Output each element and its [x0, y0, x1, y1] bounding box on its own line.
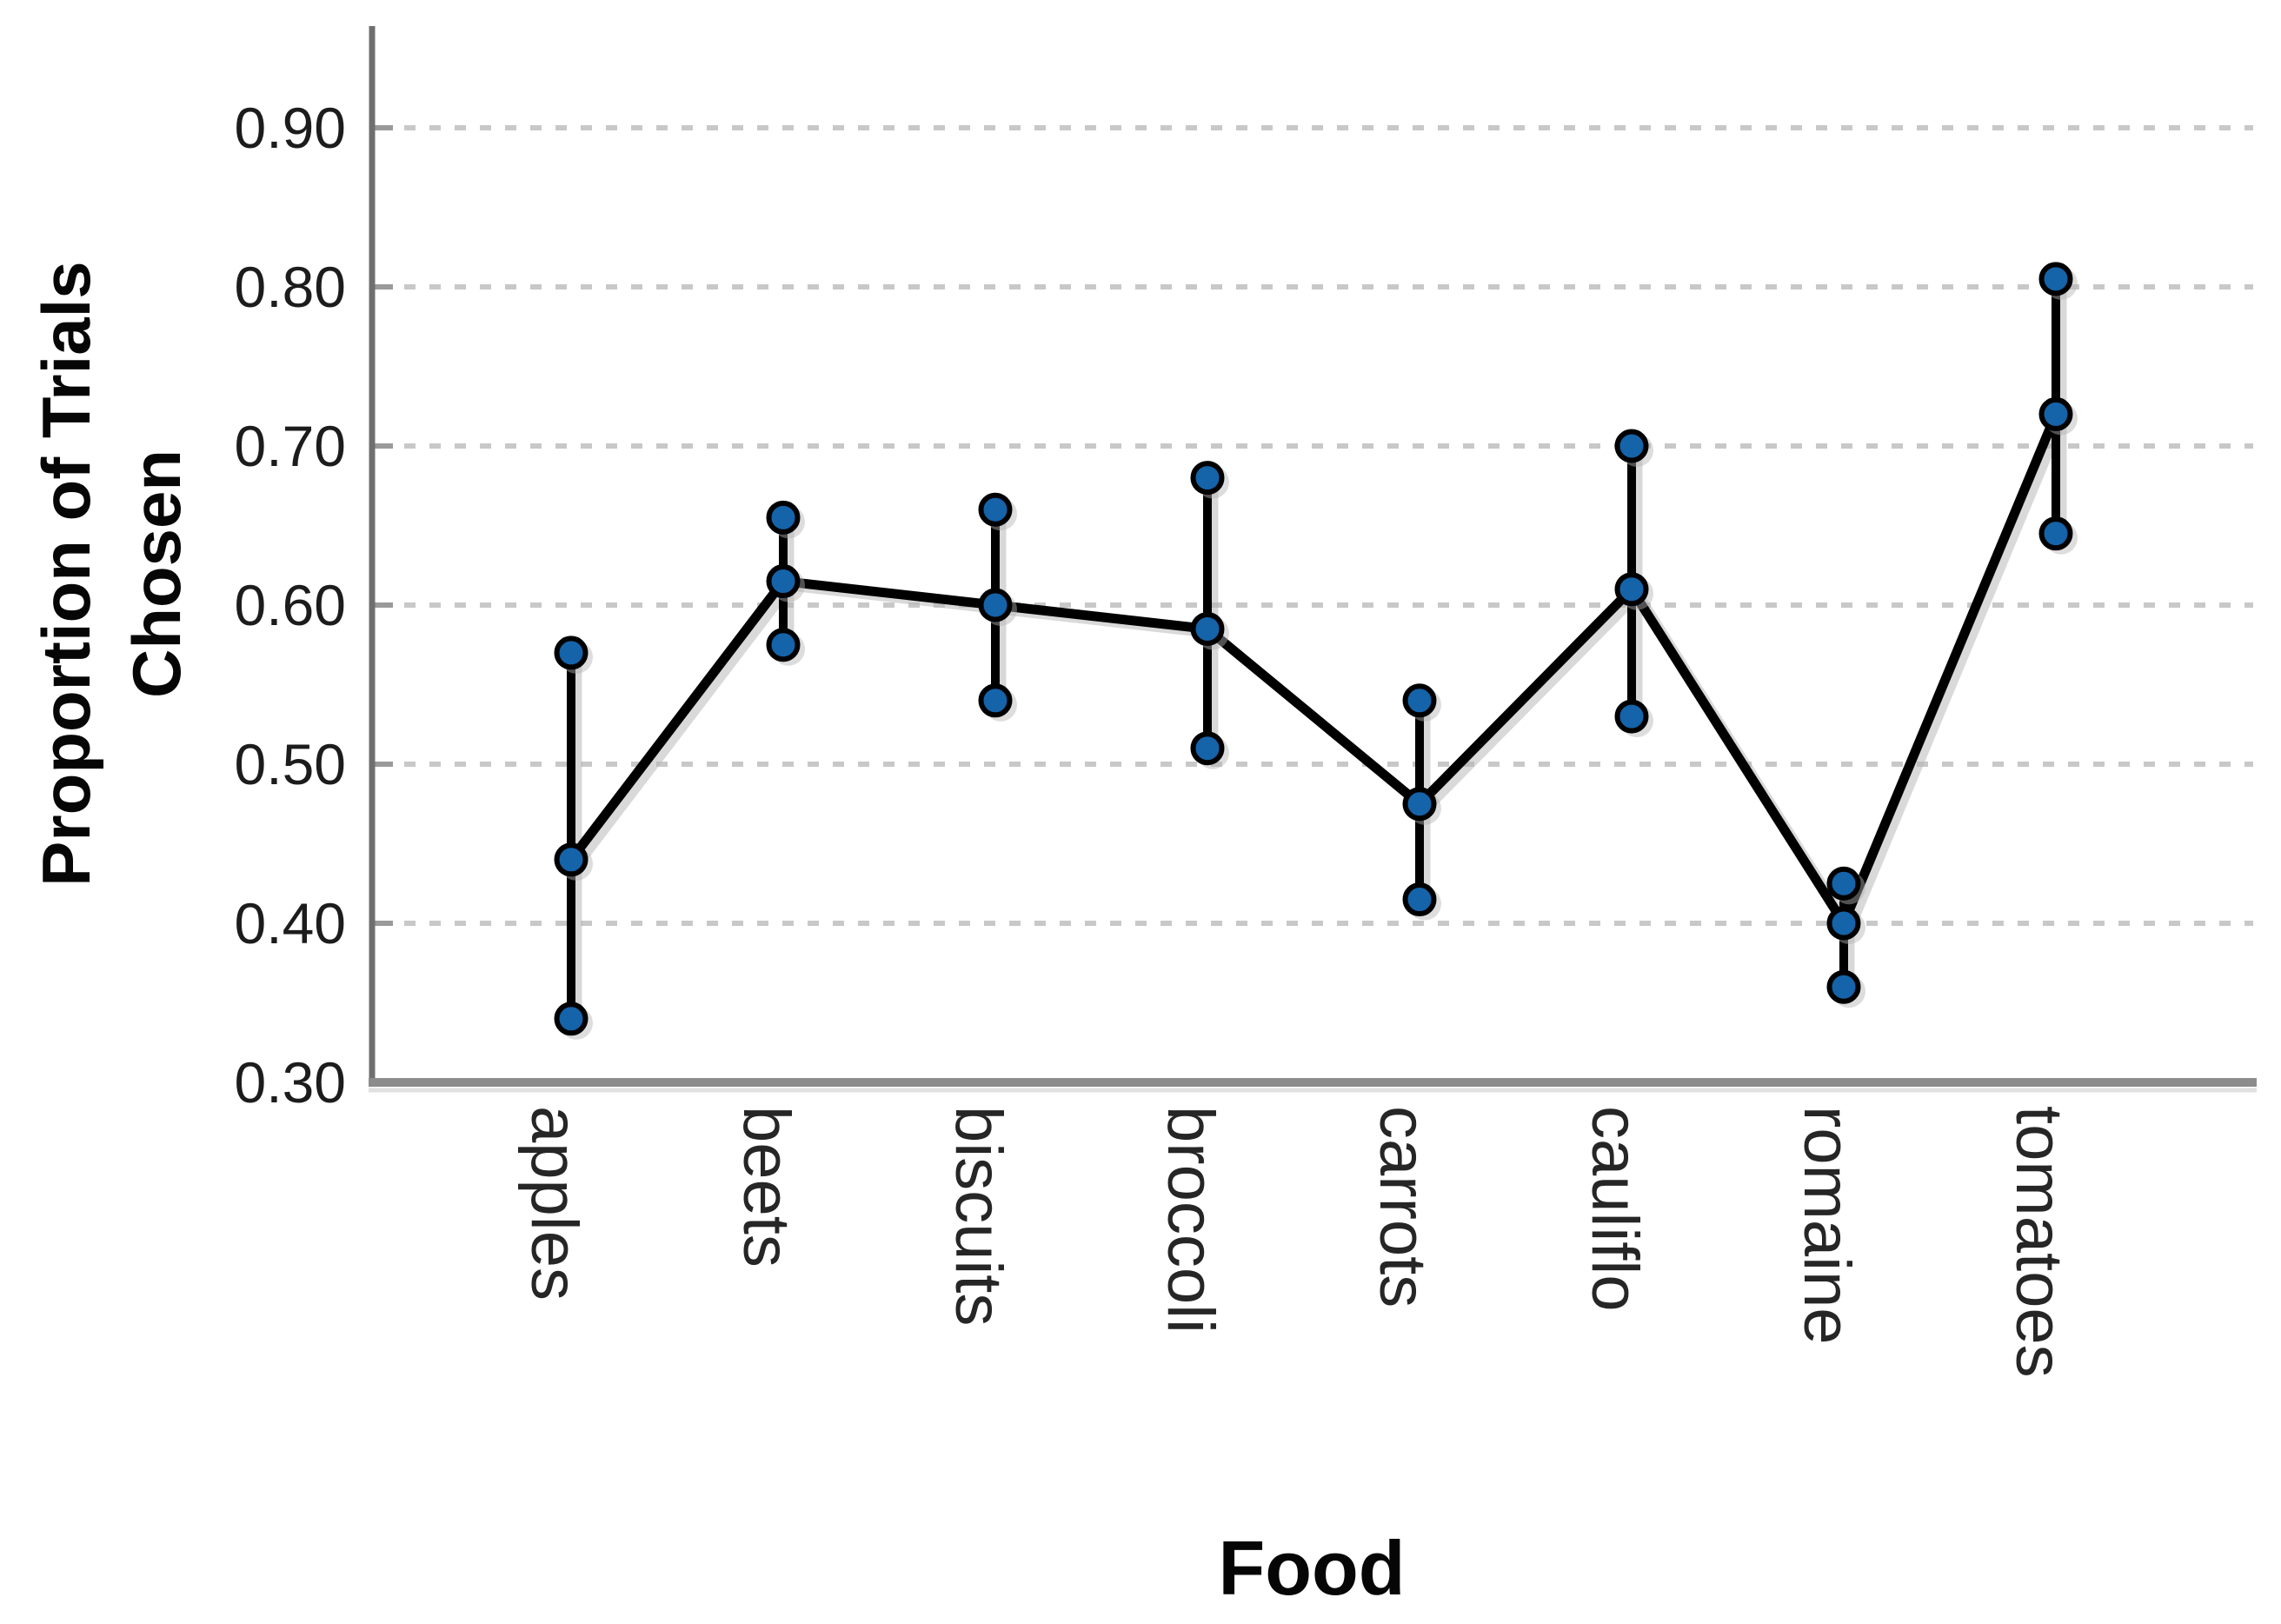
x-category-label: biscuits — [941, 1106, 1015, 1326]
x-category-label: romaine — [1790, 1106, 1864, 1345]
error-bar-lower-marker — [1826, 969, 1861, 1004]
error-bar-lower-marker — [1190, 731, 1225, 766]
mean-marker — [978, 588, 1013, 622]
mean-marker — [554, 842, 589, 877]
mean-marker — [1826, 906, 1861, 941]
error-bar-lower-marker — [1402, 882, 1437, 917]
error-bar-lower-marker — [978, 683, 1013, 718]
x-category-label: apples — [517, 1106, 591, 1301]
error-bar-upper-marker — [766, 500, 801, 535]
error-bar-upper-marker — [2038, 262, 2073, 296]
error-bar-lower-marker — [2038, 516, 2073, 551]
x-axis-title: Food — [1218, 1525, 1405, 1611]
y-tick-label: 0.30 — [235, 1050, 346, 1115]
y-tick-label: 0.50 — [235, 732, 346, 796]
data-series-layer — [554, 262, 2078, 1040]
mean-marker — [1190, 611, 1225, 646]
y-tick-label: 0.70 — [235, 414, 346, 478]
mean-marker — [766, 564, 801, 599]
error-bar-upper-marker — [554, 636, 589, 670]
error-bar-lower-marker — [554, 1002, 589, 1036]
y-tick-label: 0.40 — [235, 891, 346, 955]
series-mean-line — [567, 412, 2061, 928]
x-category-label: beets — [729, 1106, 803, 1268]
x-category-label: carrots — [1366, 1106, 1440, 1308]
y-axis-title-line1: Proportion of Trials — [28, 261, 104, 886]
gridlines-layer — [379, 125, 2253, 926]
axis-labels-layer: 0.30 0.40 0.50 0.60 0.70 0.80 0.90 apples beets b… — [235, 96, 2076, 1378]
mean-marker — [2038, 396, 2073, 431]
error-bar-upper-marker — [1190, 461, 1225, 496]
x-category-label: cauliflo — [1578, 1106, 1652, 1312]
y-tick-label: 0.90 — [235, 96, 346, 160]
y-axis-title-line2: Chosen — [118, 449, 195, 698]
x-category-label: broccoli — [1154, 1106, 1227, 1334]
mean-marker — [1402, 787, 1437, 822]
error-bar-lower-marker — [1614, 699, 1649, 734]
x-category-label: tomatoes — [2002, 1106, 2076, 1378]
error-bar-upper-marker — [1402, 683, 1437, 718]
error-bar-upper-marker — [978, 492, 1013, 527]
series-line-shadow — [575, 417, 2067, 933]
error-bar-upper-marker — [1614, 429, 1649, 463]
axes-layer — [369, 26, 2257, 1093]
error-bar-lower-marker — [766, 628, 801, 662]
y-tick-label: 0.60 — [235, 573, 346, 637]
mean-marker — [1614, 572, 1649, 607]
y-tick-label: 0.80 — [235, 255, 346, 319]
error-bar-upper-marker — [1826, 866, 1861, 901]
